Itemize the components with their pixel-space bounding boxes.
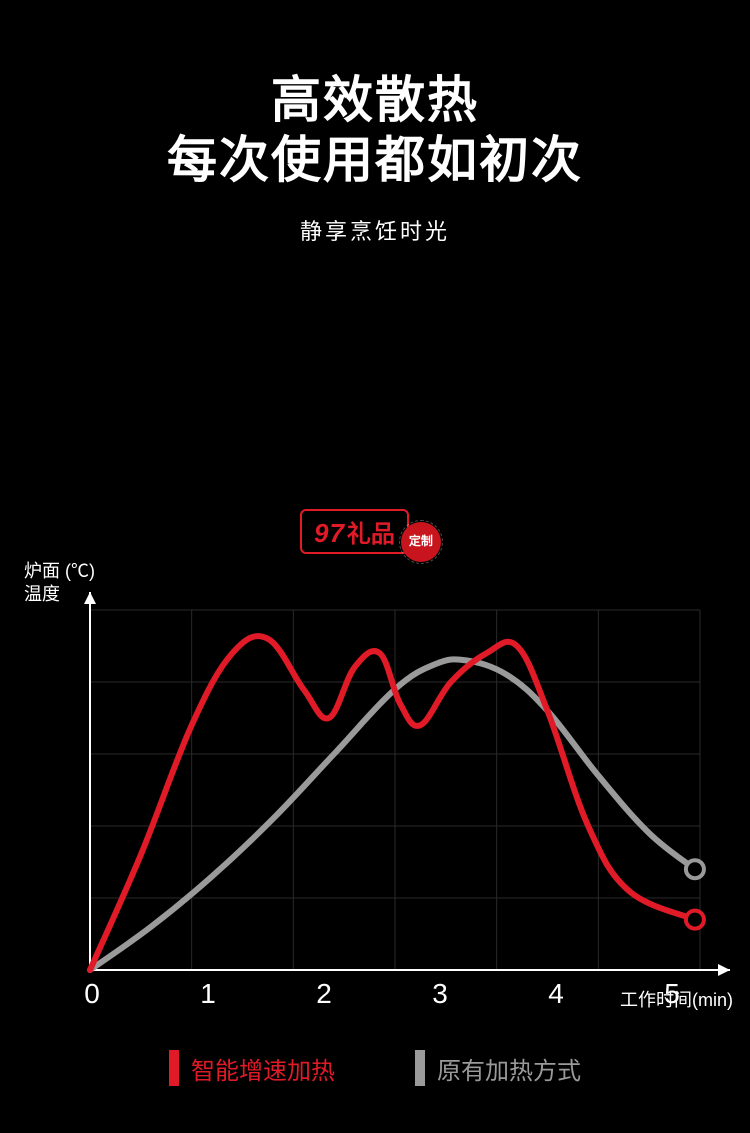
legend-swatch-icon: [415, 1050, 425, 1086]
brand-badge: 97 礼品 定制: [300, 500, 441, 562]
x-tick: 0: [82, 978, 102, 1010]
legend-item-smart: 智能增速加热: [169, 1050, 335, 1086]
chart-canvas: [0, 560, 750, 1030]
title-line-1: 高效散热: [0, 70, 750, 130]
legend-swatch-icon: [169, 1050, 179, 1086]
badge-number: 97: [314, 518, 345, 549]
badge-box: 97 礼品: [300, 509, 409, 554]
seal-text: 定制: [409, 535, 433, 548]
header: 高效散热 每次使用都如初次 静享烹饪时光: [0, 0, 750, 246]
legend-label: 智能增速加热: [191, 1051, 335, 1086]
x-tick: 3: [430, 978, 450, 1010]
x-tick: 4: [546, 978, 566, 1010]
chart-legend: 智能增速加热 原有加热方式: [0, 1050, 750, 1086]
legend-label: 原有加热方式: [437, 1051, 581, 1086]
badge-label: 礼品: [347, 514, 395, 549]
legend-item-original: 原有加热方式: [415, 1050, 581, 1086]
x-axis-label: 工作时间(min): [620, 986, 733, 1012]
x-tick: 1: [198, 978, 218, 1010]
x-tick: 2: [314, 978, 334, 1010]
title-line-2: 每次使用都如初次: [0, 130, 750, 190]
subtitle: 静享烹饪时光: [0, 214, 750, 246]
seal-stamp-icon: 定制: [401, 522, 441, 562]
x-axis-ticks: 0 1 2 3 4 5: [82, 978, 682, 1010]
